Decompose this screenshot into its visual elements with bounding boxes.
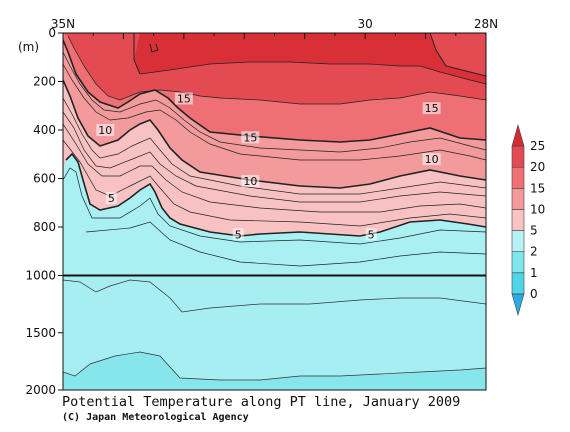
contour-label: 5 <box>235 228 242 241</box>
colorbar-segment <box>511 166 525 189</box>
colorbar-label: 5 <box>530 224 538 238</box>
colorbar-segment <box>511 293 525 317</box>
contour-label: 15 <box>243 131 257 144</box>
colorbar-segment <box>511 209 525 231</box>
contour-line <box>85 221 486 267</box>
colorbar-segment <box>511 251 525 274</box>
band-25-plus <box>134 33 486 84</box>
y-unit-label: (m) <box>18 40 39 54</box>
contour-line <box>65 152 486 237</box>
top-tick-label: 30 <box>358 17 373 31</box>
contour-label: 10 <box>243 175 257 188</box>
top-tick-label: 28N <box>474 17 498 31</box>
top-tick-label: 35N <box>51 17 75 31</box>
colorbar-label: 15 <box>530 181 545 195</box>
contour-line <box>63 123 486 213</box>
y-tick-label: 1500 <box>25 326 56 340</box>
contour-line <box>63 279 486 313</box>
contour-label-halo <box>174 92 193 105</box>
contour-label-halo <box>105 191 117 204</box>
colorbar-segment <box>511 145 525 168</box>
contour-label-halo <box>96 124 115 136</box>
contour-line <box>63 139 486 227</box>
y-tick-label: 400 <box>33 123 56 137</box>
contour-label-halo <box>422 153 441 166</box>
colorbar-label: 10 <box>530 202 545 216</box>
contour-line <box>133 33 141 75</box>
contour-line <box>149 43 159 53</box>
colorbar-label: 1 <box>530 266 538 280</box>
contour-line <box>63 111 486 203</box>
y-tick-label: 1000 <box>25 269 56 283</box>
colorbar-label: 0 <box>530 287 538 301</box>
contour-line <box>63 63 486 161</box>
top-axis-ticks <box>62 33 487 39</box>
contour-line <box>63 51 486 153</box>
top-axis-labels: 35N 30 28N <box>51 17 498 31</box>
y-tick-label: 2000 <box>25 383 56 397</box>
contour-label-halo <box>365 228 377 241</box>
contour-label: 10 <box>425 153 439 166</box>
contour-line <box>139 61 486 85</box>
contour-line <box>63 167 486 245</box>
contour-label: 15 <box>425 102 439 115</box>
contour-label-halo <box>241 131 260 144</box>
contour-labels: 15 10 5 15 10 5 5 15 10 <box>96 92 441 241</box>
colorbar <box>511 123 525 317</box>
y-tick-label: 200 <box>33 75 56 89</box>
contour-label-halo <box>422 102 441 115</box>
contour-label: 5 <box>108 192 115 205</box>
colorbar-segment <box>511 123 525 147</box>
lower-panel-fills <box>63 276 486 390</box>
colorbar-segment <box>511 188 525 210</box>
colorbar-label: 20 <box>530 160 545 174</box>
y-axis-labels: 0 200 400 600 800 1000 1500 2000 <box>25 26 56 397</box>
contour-label-halo <box>232 228 244 241</box>
colorbar-label: 2 <box>530 245 538 259</box>
contour-label: 10 <box>98 124 112 137</box>
contour-line <box>63 351 486 381</box>
upper-panel-fills <box>63 33 486 275</box>
contour-line <box>63 39 486 143</box>
contour-line <box>429 33 486 77</box>
colorbar-segment <box>511 230 525 252</box>
contour-label-halo <box>241 174 260 187</box>
colorbar-segment <box>511 272 525 295</box>
lower-panel-contours <box>63 279 486 381</box>
colorbar-label: 25 <box>530 139 545 153</box>
band-1-2-lower <box>63 352 486 390</box>
contour-line <box>63 79 486 189</box>
contour-label: 5 <box>368 228 375 241</box>
y-tick-label: 0 <box>48 26 56 40</box>
contour-line <box>63 97 486 195</box>
chart-title: Potential Temperature along PT line, Jan… <box>62 394 461 410</box>
y-axis-ticks <box>58 32 63 391</box>
y-tick-label: 800 <box>33 220 56 234</box>
upper-panel-contours <box>63 33 486 267</box>
y-tick-label: 600 <box>33 172 56 186</box>
chart-credit: (C) Japan Meteorological Agency <box>62 412 249 423</box>
contour-label: 15 <box>177 92 191 105</box>
